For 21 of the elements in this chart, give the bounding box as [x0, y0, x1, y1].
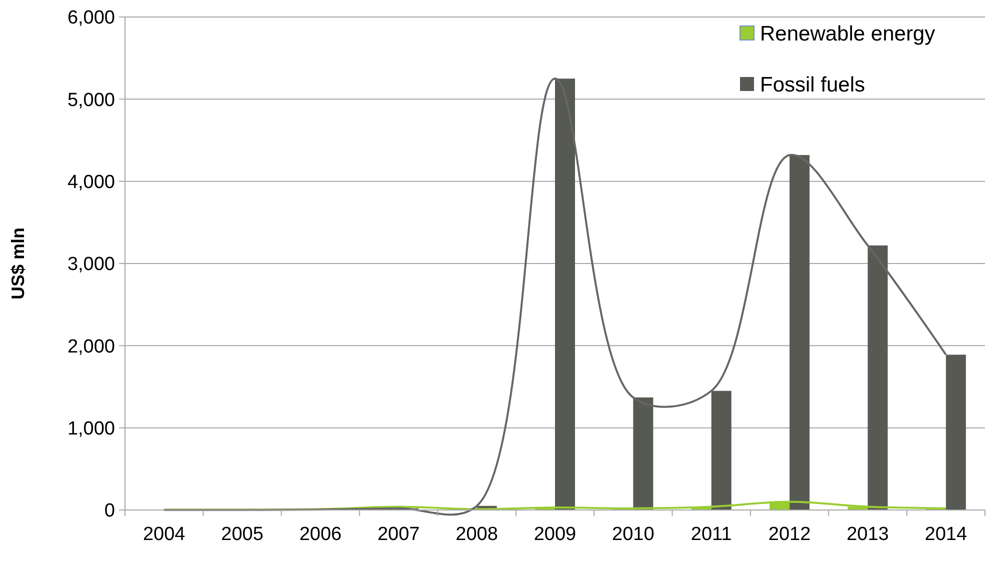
- x-tick-label: 2011: [690, 524, 732, 545]
- x-tick-label: 2012: [768, 524, 811, 545]
- x-tick-label: 2009: [534, 524, 576, 545]
- y-tick-label: 4,000: [67, 172, 115, 193]
- y-tick-label: 5,000: [67, 90, 115, 111]
- x-tick-label: 2010: [612, 524, 654, 545]
- y-axis-title: US$ mln: [8, 227, 28, 300]
- y-tick-label: 3,000: [67, 254, 115, 276]
- y-tick-label: 6,000: [67, 8, 115, 29]
- legend-label: Renewable energy: [760, 22, 936, 46]
- x-tick-label: 2014: [924, 524, 968, 545]
- x-tick-label: 2007: [377, 524, 420, 545]
- legend-label: Fossil fuels: [760, 73, 866, 96]
- x-tick-label: 2006: [299, 524, 342, 545]
- x-tick-label: 2005: [221, 524, 264, 545]
- y-tick-label: 1,000: [67, 418, 115, 440]
- x-tick-label: 2013: [846, 524, 889, 545]
- y-tick-label: 0: [104, 500, 115, 522]
- y-tick-label: 2,000: [67, 336, 115, 358]
- x-tick-label: 2004: [142, 524, 186, 545]
- x-tick-label: 2008: [456, 524, 498, 545]
